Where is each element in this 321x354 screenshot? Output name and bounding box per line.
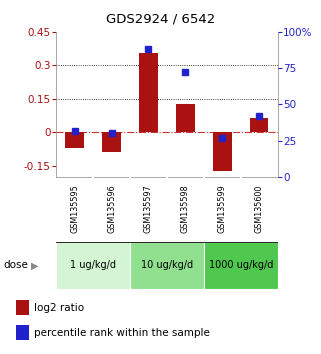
Text: GSM135599: GSM135599: [218, 184, 227, 233]
Text: ▶: ▶: [30, 261, 38, 270]
Text: GSM135600: GSM135600: [255, 185, 264, 233]
Text: log2 ratio: log2 ratio: [34, 303, 84, 313]
Text: 1000 ug/kg/d: 1000 ug/kg/d: [209, 261, 273, 270]
Bar: [250, 118, 268, 132]
Bar: [56, 242, 130, 289]
Text: GSM135596: GSM135596: [107, 184, 116, 233]
Bar: [65, 132, 84, 148]
Text: GSM135598: GSM135598: [181, 184, 190, 233]
Text: percentile rank within the sample: percentile rank within the sample: [34, 328, 210, 338]
Bar: [130, 242, 204, 289]
Bar: [16, 300, 30, 315]
Bar: [213, 132, 231, 171]
Text: GSM135595: GSM135595: [70, 184, 79, 233]
Text: GSM135597: GSM135597: [144, 184, 153, 233]
Text: dose: dose: [3, 261, 28, 270]
Text: 10 ug/kg/d: 10 ug/kg/d: [141, 261, 193, 270]
Bar: [139, 53, 158, 132]
Bar: [16, 325, 30, 340]
Bar: [204, 242, 278, 289]
Text: GDS2924 / 6542: GDS2924 / 6542: [106, 12, 215, 25]
Text: 1 ug/kg/d: 1 ug/kg/d: [70, 261, 116, 270]
Bar: [176, 104, 195, 132]
Bar: [102, 132, 121, 153]
